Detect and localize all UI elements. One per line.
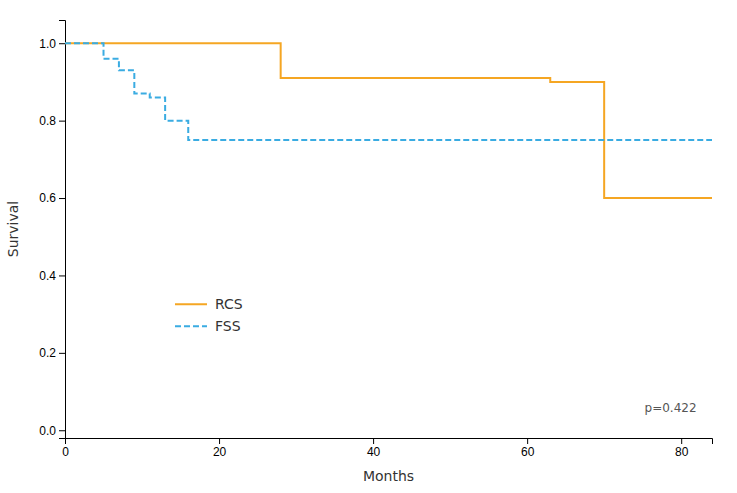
y-tick: 1.0: [39, 37, 65, 51]
x-axis-line: [66, 439, 713, 445]
x-tick-label: 60: [521, 445, 535, 459]
y-tick: 0.0: [39, 424, 65, 438]
x-tick: 20: [213, 438, 227, 459]
y-tick: 0.8: [39, 114, 65, 128]
y-tick-label: 0.8: [39, 114, 56, 128]
y-tick-mark: [59, 198, 65, 199]
legend-item: RCS: [175, 296, 243, 312]
y-axis-title: Survival: [5, 201, 21, 257]
series-line: [65, 43, 712, 198]
x-axis-title: Months: [363, 468, 414, 484]
y-tick-mark: [59, 43, 65, 44]
y-tick-label: 0.6: [39, 191, 56, 205]
legend-item: FSS: [175, 318, 241, 334]
y-tick-label: 0.0: [39, 424, 56, 438]
y-tick-mark: [59, 275, 65, 276]
y-tick: 0.4: [39, 269, 65, 283]
legend-label: FSS: [215, 318, 241, 334]
y-tick-mark: [59, 353, 65, 354]
x-tick-label: 0: [62, 445, 69, 459]
y-tick: 0.2: [39, 346, 65, 360]
x-tick-mark: [219, 438, 220, 444]
legend: RCS FSS: [175, 296, 243, 334]
y-axis-line: [59, 21, 66, 439]
x-tick-label: 40: [367, 445, 381, 459]
series-line: [65, 43, 712, 140]
legend-swatch: [175, 303, 207, 305]
chart: 0 20 40 60 80 0.0 0.2 0.4 0.6 0.8 1.0 p=0.422 RCS FSS…: [0, 0, 737, 493]
lines: [65, 43, 712, 198]
x-tick-mark: [527, 438, 528, 444]
legend-label: RCS: [215, 296, 243, 312]
plot: 0 20 40 60 80 0.0 0.2 0.4 0.6 0.8 1.0 p=0.422 RCS FSS: [39, 21, 712, 459]
y-axis: 0.0 0.2 0.4 0.6 0.8 1.0: [39, 21, 65, 439]
y-tick-label: 1.0: [39, 37, 56, 51]
y-tick: 0.6: [39, 191, 65, 205]
annotation: p=0.422: [645, 401, 697, 415]
x-tick: 40: [367, 438, 381, 459]
x-tick: 80: [675, 438, 689, 459]
legend-swatch: [175, 325, 207, 327]
x-tick: 0: [62, 438, 69, 459]
x-tick-label: 20: [213, 445, 227, 459]
y-tick-mark: [59, 430, 65, 431]
y-tick-mark: [59, 121, 65, 122]
y-tick-label: 0.2: [39, 346, 56, 360]
x-tick-mark: [373, 438, 374, 444]
x-tick: 60: [521, 438, 535, 459]
x-axis: 0 20 40 60 80: [62, 438, 712, 459]
x-tick-label: 80: [675, 445, 689, 459]
y-tick-label: 0.4: [39, 269, 56, 283]
x-tick-mark: [681, 438, 682, 444]
